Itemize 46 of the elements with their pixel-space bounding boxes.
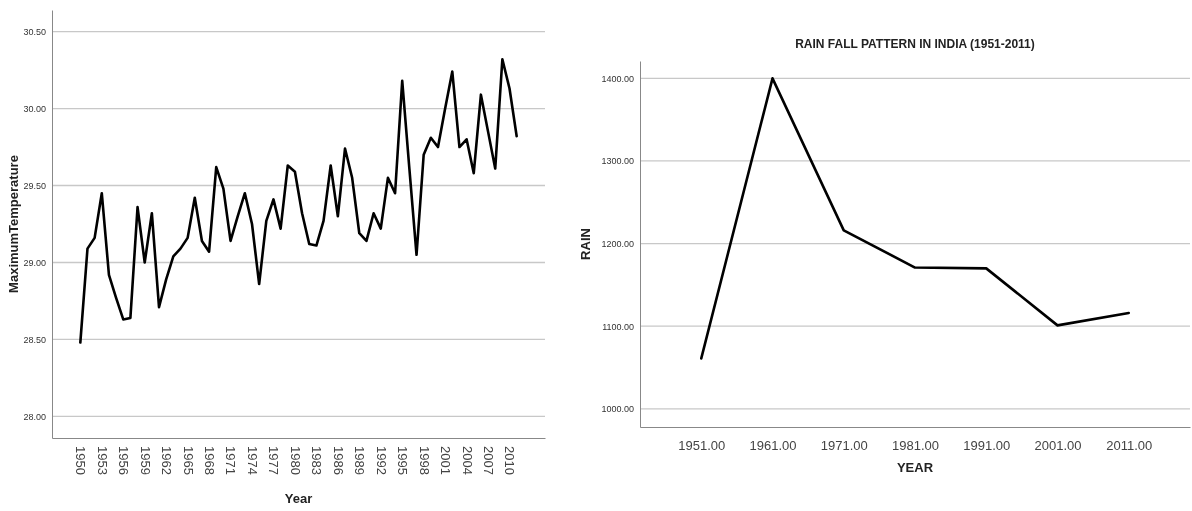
x-tick-label: 1951.00 [678, 438, 726, 454]
line-series [699, 77, 1131, 360]
y-tick-label: 28.50 [23, 334, 46, 345]
x-tick-label: 1965 [180, 446, 196, 475]
y-axis-title: MaximumTemperature [6, 155, 21, 293]
y-tick-label: 1300.00 [601, 156, 634, 167]
x-tick-label: 1968 [202, 446, 218, 475]
x-axis-title: Year [284, 491, 313, 506]
x-tick-label: 1989 [352, 446, 368, 475]
x-tick-label: 2007 [481, 446, 497, 475]
x-tick-label: 1953 [94, 446, 110, 475]
x-tick-label: 1977 [266, 446, 282, 475]
x-tick-label: 1995 [395, 446, 411, 475]
x-tick-label: 2004 [459, 446, 475, 475]
x-tick-label: 1956 [116, 446, 132, 475]
y-tick-label: 29.50 [23, 180, 46, 191]
y-tick-label: 28.00 [23, 411, 46, 422]
x-tick-label: 1962 [159, 446, 175, 475]
x-axis-title: YEAR [896, 460, 934, 475]
x-tick-label: 2010 [502, 446, 518, 475]
x-tick-label: 2011.00 [1106, 438, 1153, 454]
x-tick-label: 1980 [287, 446, 303, 475]
chart-title: RAIN FALL PATTERN IN INDIA (1951-2011) [795, 37, 1035, 51]
x-tick-label: 1959 [137, 446, 153, 475]
x-tick-label: 1983 [309, 446, 325, 475]
x-tick-label: 1998 [416, 446, 432, 475]
y-tick-label: 29.00 [23, 257, 46, 268]
x-tick-label: 1950 [73, 446, 89, 475]
y-tick-label: 30.00 [23, 103, 46, 114]
y-tick-label: 1400.00 [601, 73, 634, 84]
x-tick-label: 1971 [223, 446, 239, 475]
line-series [79, 57, 518, 344]
x-tick-label: 1981.00 [892, 438, 939, 454]
x-tick-label: 1992 [373, 446, 389, 475]
x-tick-label: 1986 [330, 446, 346, 475]
x-tick-label: 1974 [244, 446, 260, 475]
y-tick-label: 30.50 [23, 26, 46, 37]
x-tick-label: 1991.00 [963, 438, 1011, 454]
y-tick-label: 1200.00 [601, 238, 634, 249]
y-tick-label: 1100.00 [602, 321, 634, 332]
x-tick-label: 2001 [438, 446, 454, 475]
x-tick-label: 1961.00 [749, 438, 797, 454]
y-axis-title: RAIN [578, 228, 593, 260]
x-tick-label: 1971.00 [820, 438, 868, 454]
y-tick-label: 1000.00 [601, 404, 634, 415]
x-tick-label: 2001.00 [1034, 438, 1082, 454]
